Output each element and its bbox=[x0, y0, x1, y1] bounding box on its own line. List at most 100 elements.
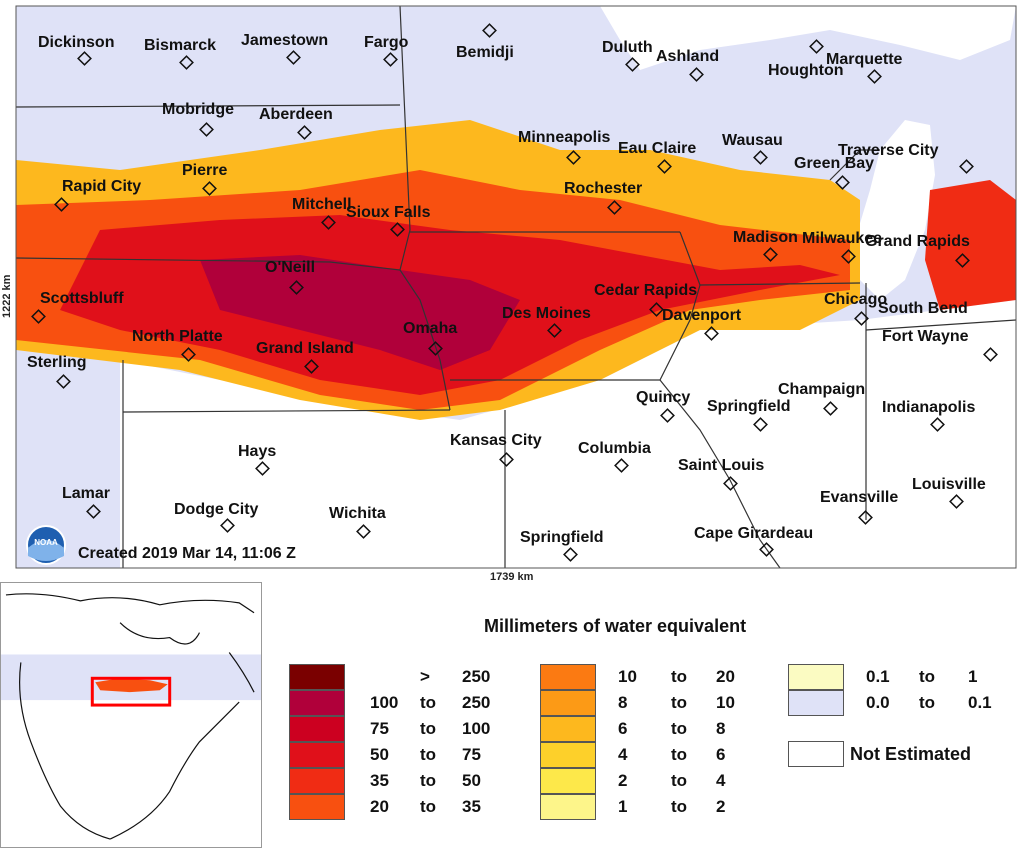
legend-swatch bbox=[289, 742, 345, 768]
legend-low: 20 bbox=[370, 797, 389, 816]
city-label: Eau Claire bbox=[618, 140, 696, 157]
city-label: Chicago bbox=[824, 291, 887, 308]
legend-sep: to bbox=[671, 719, 688, 738]
city-label: Lamar bbox=[62, 485, 110, 502]
city-labels: Dickinson Bismarck Jamestown Fargo Bemid… bbox=[27, 32, 986, 546]
legend-low: 35 bbox=[370, 771, 389, 790]
y-scale-label: 1222 km bbox=[1, 274, 13, 318]
legend-low: 6 bbox=[618, 719, 628, 738]
legend-high: 20 bbox=[716, 667, 735, 686]
noaa-logo: NOAA bbox=[26, 525, 66, 565]
city-label: Marquette bbox=[826, 51, 903, 68]
lake-michigan bbox=[858, 120, 935, 300]
legend-swatch bbox=[540, 768, 596, 794]
legend-sep: to bbox=[420, 771, 437, 790]
legend-sep: to bbox=[420, 719, 437, 738]
city-label: Milwaukee bbox=[802, 230, 882, 247]
legend-not-estimated-label: Not Estimated bbox=[850, 744, 972, 764]
city-label: Fort Wayne bbox=[882, 328, 969, 345]
city-label: Traverse City bbox=[838, 142, 939, 159]
city-label: Bismarck bbox=[144, 37, 216, 54]
legend-high: 6 bbox=[716, 745, 726, 764]
city-label: Saint Louis bbox=[678, 457, 764, 474]
city-label: Wichita bbox=[329, 505, 386, 522]
snow-map: Dickinson Bismarck Jamestown Fargo Bemid… bbox=[1, 5, 1017, 580]
city-label: Springfield bbox=[520, 529, 604, 546]
legend-high: 35 bbox=[462, 797, 481, 816]
legend-swatch bbox=[788, 690, 844, 716]
x-scale-label: 1739 km bbox=[490, 571, 534, 580]
legend-sep: to bbox=[671, 693, 688, 712]
legend-swatch bbox=[540, 664, 596, 690]
legend-low: 0.0 bbox=[866, 693, 890, 712]
city-label: O'Neill bbox=[265, 259, 315, 276]
legend-low: 10 bbox=[618, 667, 637, 686]
inset-snow-swath bbox=[95, 678, 168, 693]
city-label: Grand Island bbox=[256, 340, 354, 357]
lake-superior bbox=[600, 6, 1016, 70]
noaa-logo-text: NOAA bbox=[34, 538, 58, 547]
city-label: Dickinson bbox=[38, 34, 114, 51]
city-label: Mitchell bbox=[292, 196, 352, 213]
legend-sep: to bbox=[420, 693, 437, 712]
legend-low: 1 bbox=[618, 797, 628, 816]
city-label: Cape Girardeau bbox=[694, 525, 813, 542]
legend-swatch bbox=[289, 794, 345, 820]
city-label: Bemidji bbox=[456, 44, 514, 61]
city-label: Ashland bbox=[656, 48, 719, 65]
legend-swatch bbox=[540, 690, 596, 716]
city-label: Duluth bbox=[602, 39, 653, 56]
snow-band-heavy bbox=[200, 255, 520, 370]
legend-title: Millimeters of water equivalent bbox=[484, 616, 747, 636]
city-label: Evansville bbox=[820, 489, 898, 506]
legend-sep: to bbox=[671, 797, 688, 816]
city-label: North Platte bbox=[132, 328, 223, 345]
inset-focus-box bbox=[90, 676, 172, 707]
inset-overview-map bbox=[0, 582, 262, 848]
legend-high: 50 bbox=[462, 771, 481, 790]
legend-low: 100 bbox=[370, 693, 399, 712]
city-label: Houghton bbox=[768, 62, 844, 79]
legend-high: 10 bbox=[716, 693, 735, 712]
city-label: Davenport bbox=[662, 307, 742, 324]
legend-swatch bbox=[540, 794, 596, 820]
snow-band-michigan bbox=[925, 180, 1016, 310]
city-label: Omaha bbox=[403, 320, 457, 337]
city-label: Minneapolis bbox=[518, 129, 611, 146]
city-label: Columbia bbox=[578, 440, 651, 457]
legend-swatch bbox=[540, 716, 596, 742]
legend-swatch bbox=[788, 664, 844, 690]
city-label: Jamestown bbox=[241, 32, 328, 49]
legend-swatch bbox=[289, 664, 345, 690]
city-label: Wausau bbox=[722, 132, 783, 149]
legend-low: 75 bbox=[370, 719, 389, 738]
legend-high: 250 bbox=[462, 693, 491, 712]
legend-high: 75 bbox=[462, 745, 481, 764]
legend-low: 8 bbox=[618, 693, 628, 712]
legend-sep: to bbox=[420, 797, 437, 816]
city-label: Cedar Rapids bbox=[594, 282, 697, 299]
city-label: Mobridge bbox=[162, 101, 234, 118]
legend-swatch bbox=[289, 690, 345, 716]
created-timestamp: Created 2019 Mar 14, 11:06 Z bbox=[78, 545, 296, 562]
map-frame bbox=[15, 5, 1017, 569]
legend-swatch bbox=[289, 768, 345, 794]
legend-swatch bbox=[289, 716, 345, 742]
legend-sep: to bbox=[919, 693, 936, 712]
city-label: Aberdeen bbox=[259, 106, 333, 123]
city-label: Kansas City bbox=[450, 432, 542, 449]
city-label: Springfield bbox=[707, 398, 791, 415]
legend-low: 4 bbox=[618, 745, 628, 764]
state-borders bbox=[16, 6, 1016, 568]
city-label: Des Moines bbox=[502, 305, 591, 322]
legend-high: 0.1 bbox=[968, 693, 992, 712]
city-label: South Bend bbox=[878, 300, 968, 317]
city-label: Quincy bbox=[636, 389, 690, 406]
city-label: Rapid City bbox=[62, 178, 141, 195]
city-label: Indianapolis bbox=[882, 399, 975, 416]
legend-low: 0.1 bbox=[866, 667, 890, 686]
city-label: Dodge City bbox=[174, 501, 259, 518]
city-label: Hays bbox=[238, 443, 276, 460]
legend-high: 100 bbox=[462, 719, 491, 738]
legend-high: 4 bbox=[716, 771, 726, 790]
